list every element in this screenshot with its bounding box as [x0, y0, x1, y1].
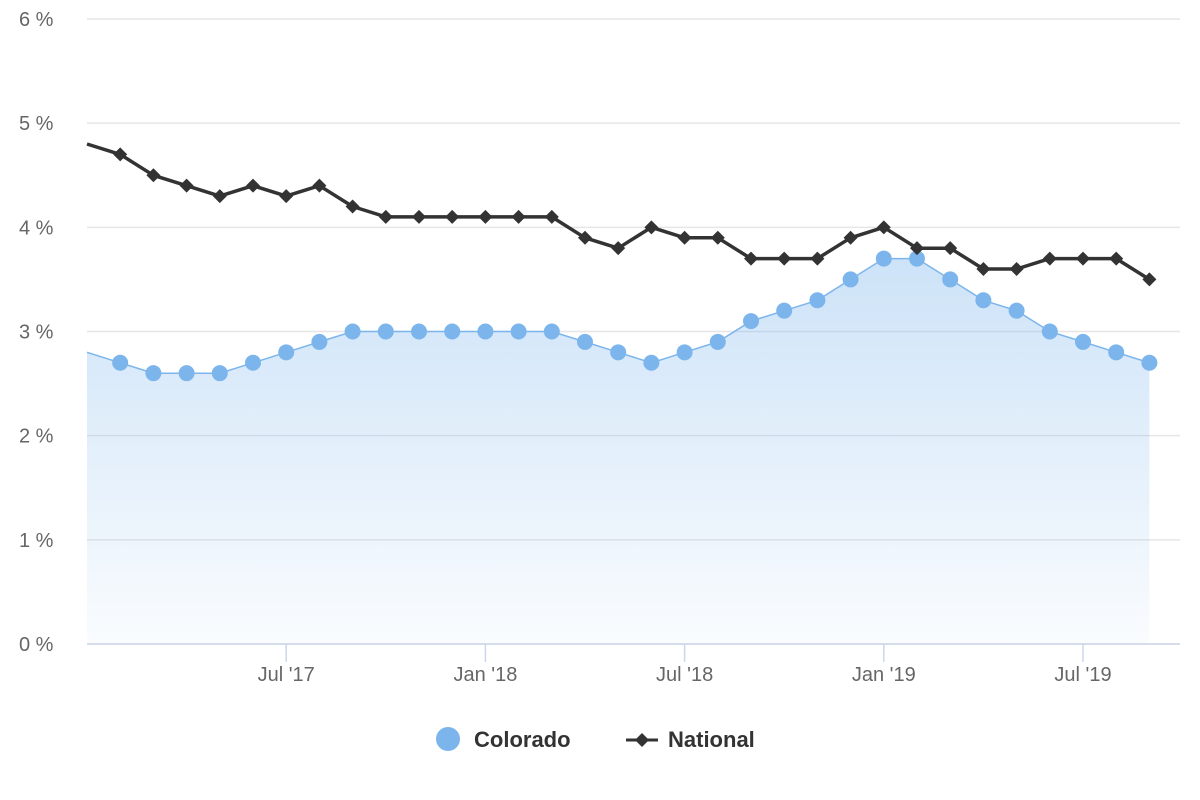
colorado-point[interactable] [709, 333, 726, 350]
national-point[interactable] [445, 209, 460, 224]
national-point[interactable] [578, 230, 592, 245]
national-point[interactable] [113, 147, 128, 162]
national-point[interactable] [1076, 251, 1090, 266]
national-point[interactable] [611, 241, 626, 256]
y-tick-label: 0 % [19, 634, 54, 656]
colorado-point[interactable] [577, 333, 593, 350]
colorado-point[interactable] [444, 323, 461, 340]
legend-item-national[interactable]: National [626, 727, 755, 752]
colorado-point[interactable] [178, 365, 195, 382]
colorado-point[interactable] [643, 354, 660, 371]
national-point[interactable] [312, 178, 327, 193]
colorado-point[interactable] [975, 292, 992, 309]
colorado-point[interactable] [311, 333, 328, 350]
colorado-point[interactable] [510, 323, 527, 340]
colorado-point[interactable] [875, 250, 892, 267]
colorado-point[interactable] [809, 292, 826, 309]
national-point[interactable] [1109, 251, 1124, 266]
national-point[interactable] [478, 209, 493, 224]
colorado-point[interactable] [1141, 354, 1158, 371]
national-point[interactable] [279, 189, 294, 204]
colorado-point[interactable] [543, 323, 560, 340]
colorado-area-fill [87, 258, 1150, 644]
national-point[interactable] [876, 220, 891, 235]
national-point[interactable] [179, 178, 194, 193]
colorado-point[interactable] [477, 323, 494, 340]
national-point[interactable] [1009, 262, 1024, 276]
colorado-point[interactable] [344, 323, 361, 340]
x-tick-label: Jul '19 [1054, 664, 1111, 686]
colorado-point[interactable] [743, 313, 759, 330]
national-point[interactable] [345, 199, 360, 214]
y-tick-label: 6 % [19, 9, 54, 31]
legend-colorado-label: Colorado [474, 727, 571, 752]
colorado-point[interactable] [610, 344, 627, 361]
national-point[interactable] [777, 251, 792, 266]
national-point[interactable] [810, 251, 825, 266]
national-line [86, 142, 1151, 281]
legend-colorado-marker [436, 727, 460, 751]
y-tick-label: 3 % [19, 322, 54, 344]
colorado-area [87, 258, 1150, 644]
legend-national-marker [635, 733, 649, 747]
x-tick-label: Jul '17 [258, 664, 315, 686]
national-point[interactable] [146, 168, 161, 183]
colorado-point[interactable] [245, 354, 261, 371]
legend-national-label: National [668, 727, 755, 752]
series-markers [112, 147, 1158, 382]
national-point[interactable] [943, 241, 958, 256]
national-point[interactable] [976, 262, 991, 276]
x-tick-label: Jan '18 [453, 664, 517, 686]
national-point[interactable] [544, 209, 559, 224]
y-tick-label: 5 % [19, 113, 54, 135]
colorado-point[interactable] [1108, 344, 1125, 361]
axes: 0 % 1 % 2 % 3 % 4 % 5 % 6 % Jul '17 Jan '18 Jul '… [19, 9, 1180, 686]
colorado-point[interactable] [909, 250, 925, 267]
national-point[interactable] [246, 178, 260, 193]
national-point[interactable] [910, 241, 924, 256]
colorado-point[interactable] [842, 271, 859, 288]
x-tick-label: Jan '19 [852, 664, 916, 686]
national-point[interactable] [1042, 251, 1057, 266]
national-point[interactable] [212, 189, 227, 204]
national-point[interactable] [744, 251, 758, 266]
national-point[interactable] [710, 230, 725, 245]
colorado-point[interactable] [411, 323, 427, 340]
legend: Colorado National [436, 727, 755, 752]
colorado-point[interactable] [211, 365, 228, 382]
colorado-point[interactable] [1041, 323, 1058, 340]
colorado-point[interactable] [145, 365, 162, 382]
colorado-point[interactable] [278, 344, 295, 361]
national-point[interactable] [1142, 272, 1157, 287]
y-tick-label: 2 % [19, 426, 54, 448]
national-point[interactable] [677, 230, 692, 245]
y-tick-label: 1 % [19, 530, 54, 552]
national-point[interactable] [843, 230, 858, 245]
national-point[interactable] [644, 220, 659, 235]
colorado-point[interactable] [942, 271, 959, 288]
colorado-point[interactable] [377, 323, 394, 340]
national-point[interactable] [378, 209, 393, 224]
y-tick-label: 4 % [19, 217, 54, 239]
national-point[interactable] [412, 209, 426, 224]
x-tick-label: Jul '18 [656, 664, 713, 686]
legend-item-colorado[interactable]: Colorado [436, 727, 571, 752]
colorado-point[interactable] [676, 344, 693, 361]
colorado-point[interactable] [776, 302, 793, 319]
colorado-point[interactable] [1075, 333, 1091, 350]
national-point[interactable] [511, 209, 526, 224]
colorado-point[interactable] [1008, 302, 1025, 319]
colorado-point[interactable] [112, 354, 129, 371]
